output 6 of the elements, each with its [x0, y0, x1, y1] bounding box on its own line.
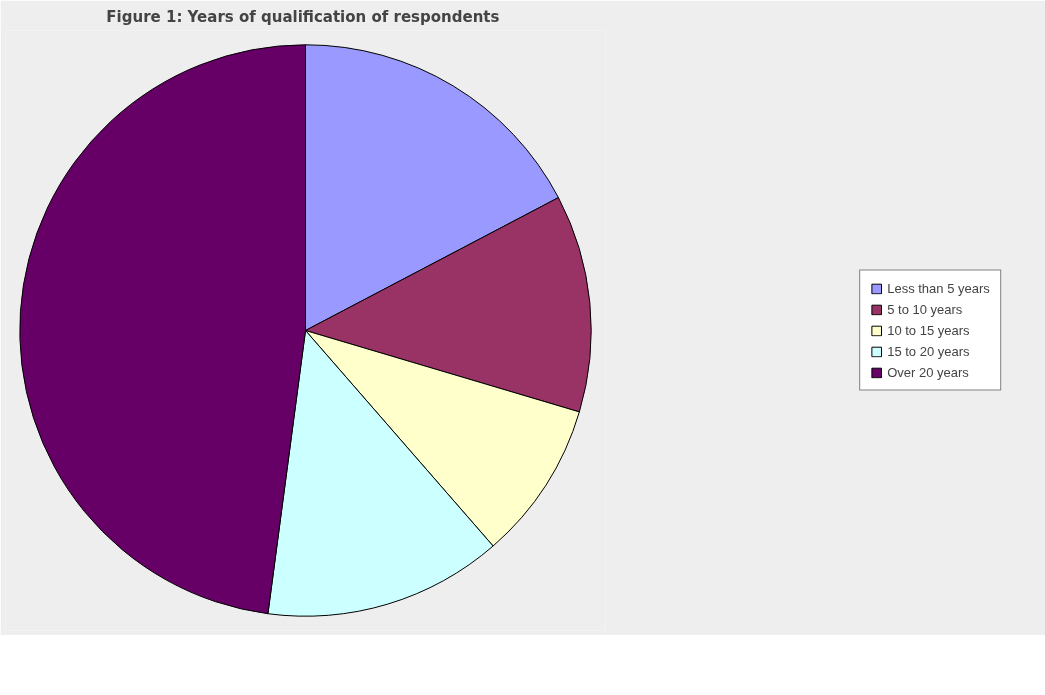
legend-label: Over 20 years [887, 364, 969, 380]
legend-label: 10 to 15 years [887, 322, 970, 338]
legend-label: 15 to 20 years [887, 343, 970, 359]
legend-label: 5 to 10 years [887, 301, 963, 317]
chart-title: Figure 1: Years of qualification of respondents [106, 7, 500, 26]
legend-label: Less than 5 years [887, 280, 990, 296]
